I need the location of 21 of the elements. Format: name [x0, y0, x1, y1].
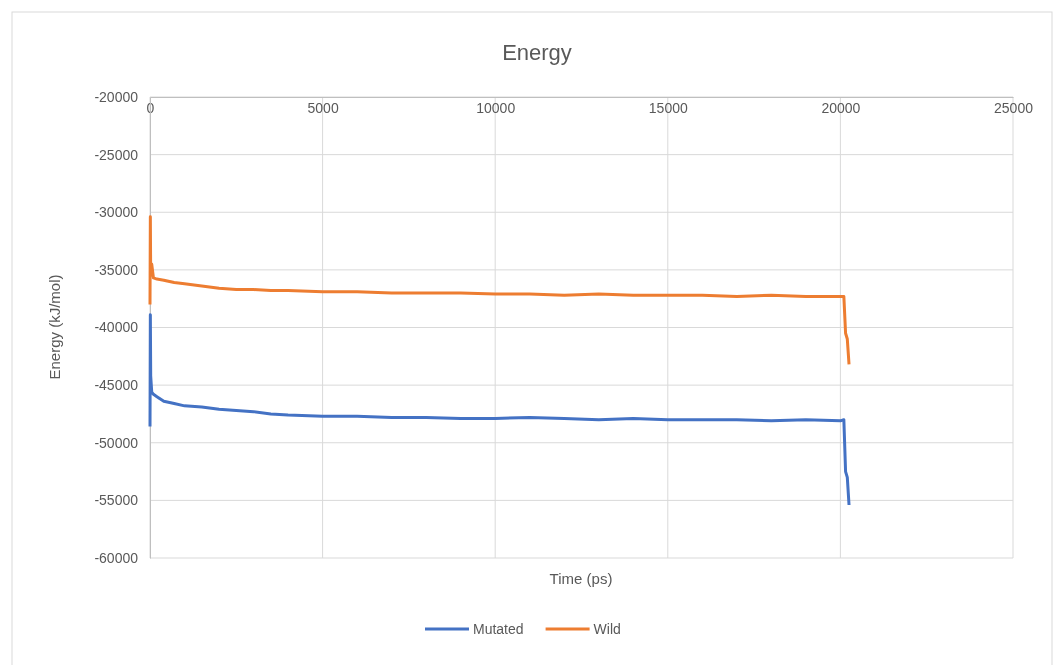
y-tick-label: -25000 [94, 146, 139, 163]
y-tick-label: -60000 [94, 549, 139, 566]
y-tick-label: -20000 [94, 88, 139, 105]
y-tick-label: -35000 [94, 261, 139, 278]
x-tick-label: 20000 [821, 99, 861, 116]
x-axis-title: Time (ps) [549, 570, 613, 587]
legend-label: Wild [593, 621, 621, 637]
x-tick-label: 15000 [648, 99, 688, 116]
y-axis-title: Energy (kJ/mol) [46, 274, 63, 380]
y-tick-label: -55000 [94, 492, 139, 509]
x-tick-label: 10000 [476, 99, 516, 116]
x-tick-label: 25000 [994, 99, 1034, 116]
y-tick-label: -45000 [94, 377, 139, 394]
y-tick-label: -40000 [94, 319, 139, 336]
x-tick-label: 5000 [307, 99, 339, 116]
y-tick-label: -50000 [94, 434, 139, 451]
chart-title: Energy [502, 40, 572, 65]
line-series [148, 313, 851, 507]
legend-label: Mutated [473, 621, 524, 637]
line-series [148, 215, 851, 366]
y-tick-label: -30000 [94, 204, 139, 221]
